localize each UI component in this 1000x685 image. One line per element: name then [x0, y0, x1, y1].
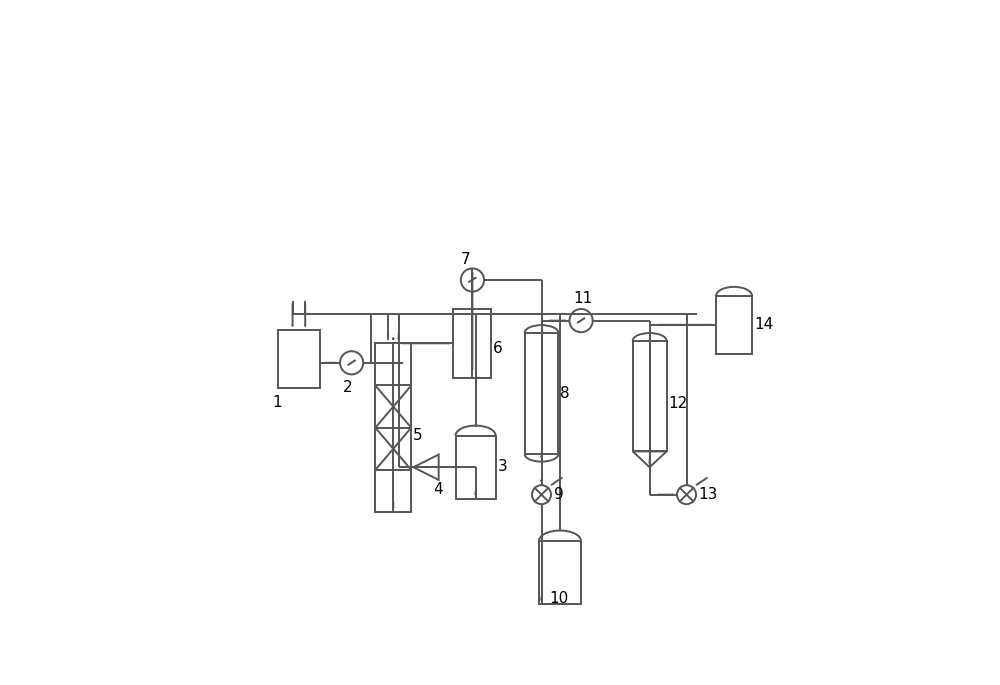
Text: 5: 5: [413, 428, 423, 443]
Text: 1: 1: [273, 395, 282, 410]
Bar: [716, 296, 752, 354]
Bar: [453, 309, 491, 377]
Bar: [633, 340, 667, 451]
Text: 2: 2: [343, 379, 352, 395]
Text: 3: 3: [498, 459, 507, 474]
Bar: [375, 343, 411, 512]
Text: 9: 9: [554, 487, 563, 502]
Bar: [278, 330, 320, 388]
Text: 11: 11: [574, 291, 593, 306]
Text: 14: 14: [754, 317, 773, 332]
Text: 13: 13: [698, 487, 718, 502]
Text: 4: 4: [433, 482, 443, 497]
Text: 12: 12: [668, 397, 687, 412]
Circle shape: [532, 485, 551, 504]
Text: 7: 7: [461, 252, 470, 267]
Text: 10: 10: [549, 590, 569, 606]
Bar: [456, 436, 496, 499]
Bar: [525, 333, 558, 454]
Text: 8: 8: [560, 386, 570, 401]
Bar: [539, 541, 581, 604]
Text: 6: 6: [493, 341, 503, 356]
Circle shape: [677, 485, 696, 504]
